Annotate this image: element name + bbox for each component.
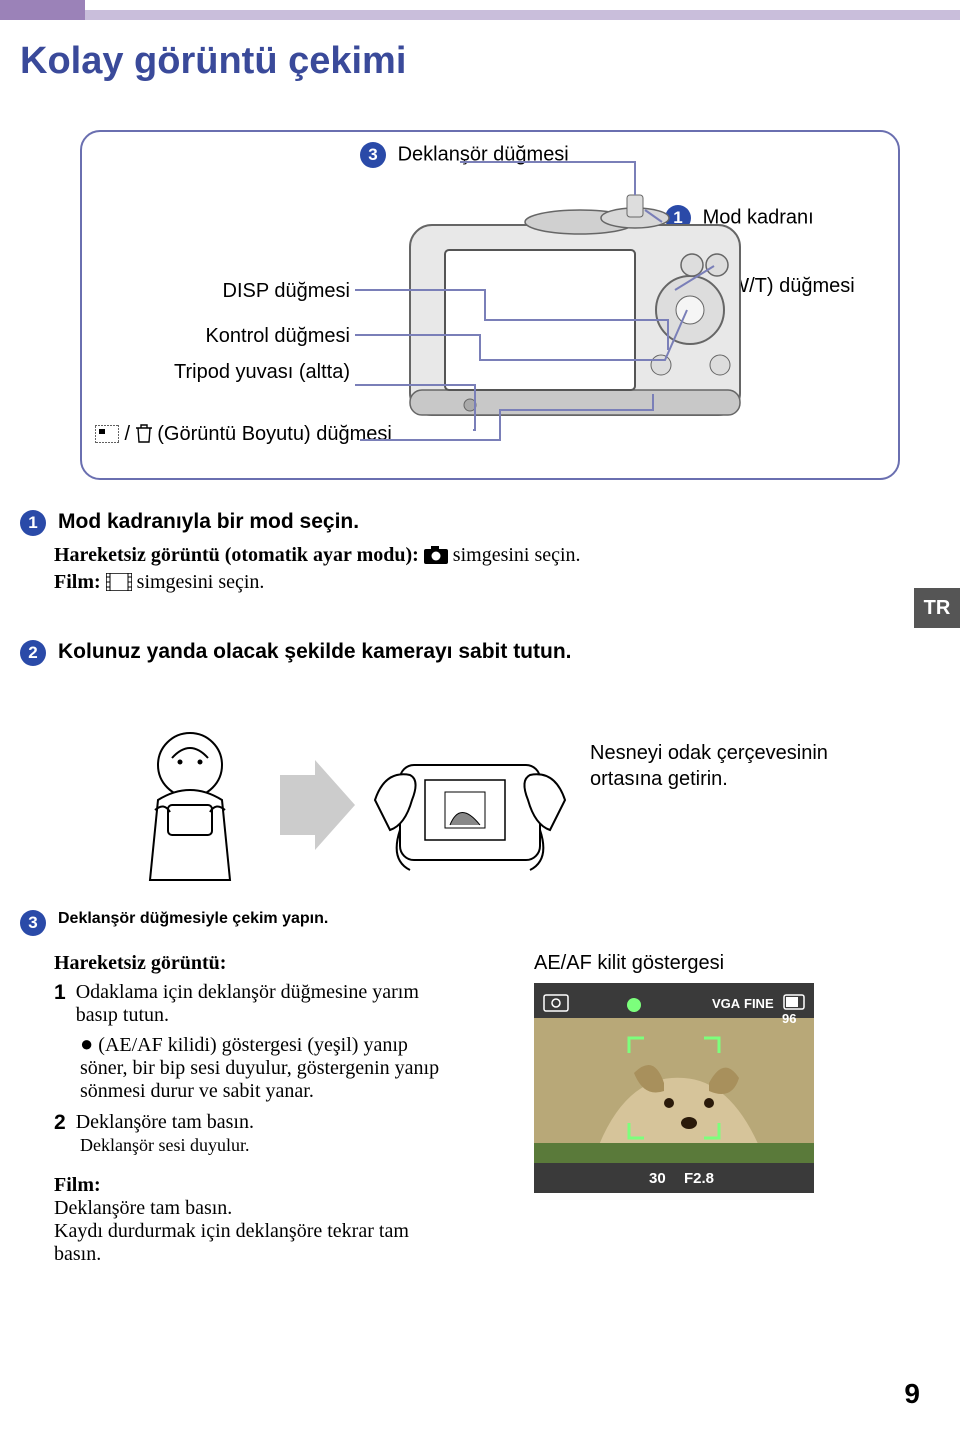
step-2: 2 Kolunuz yanda olacak şekilde kamerayı … bbox=[20, 640, 880, 666]
badge-2-step-icon: 2 bbox=[20, 640, 46, 666]
step-3-heading: Deklanşör düğmesiyle çekim yapın. bbox=[58, 910, 328, 928]
lcd-shutter: 30 bbox=[649, 1170, 666, 1187]
lcd-aperture: F2.8 bbox=[684, 1170, 714, 1187]
step-3: 3 Deklanşör düğmesiyle çekim yapın. Hare… bbox=[20, 910, 900, 1266]
step-1-line-a: Hareketsiz görüntü (otomatik ayar modu):… bbox=[54, 542, 880, 569]
still-label: Hareketsiz görüntü: bbox=[54, 952, 226, 974]
substep-2-text: Deklanşöre tam basın. bbox=[76, 1111, 254, 1135]
bullet-dot-icon: ● bbox=[80, 1031, 93, 1056]
film-mode-icon bbox=[106, 573, 132, 591]
substep-1-note-text: (AE/AF kilidi) göstergesi (yeşil) yanıp … bbox=[80, 1034, 439, 1102]
step-1-line-b-suffix: simgesini seçin. bbox=[137, 571, 265, 593]
step-2-heading: Kolunuz yanda olacak şekilde kamerayı sa… bbox=[58, 640, 572, 664]
step-1: 1 Mod kadranıyla bir mod seçin. Harekets… bbox=[20, 510, 880, 596]
top-bar-dark bbox=[0, 0, 85, 20]
film-label: Film: bbox=[54, 1174, 101, 1196]
badge-1-step-icon: 1 bbox=[20, 510, 46, 536]
aeaf-label: AE/AF kilit göstergesi bbox=[534, 952, 874, 975]
badge-3-step-icon: 3 bbox=[20, 910, 46, 936]
page-number: 9 bbox=[904, 1378, 920, 1410]
focus-instruction: Nesneyi odak çerçevesinin ortasına getir… bbox=[590, 740, 850, 792]
substep-2-num: 2 bbox=[54, 1111, 66, 1135]
film-line-1: Deklanşöre tam basın. bbox=[54, 1197, 454, 1220]
substep-1-text: Odaklama için deklanşör düğmesine yarım … bbox=[76, 981, 454, 1027]
holding-illustration bbox=[120, 720, 580, 890]
camera-mode-icon bbox=[424, 546, 448, 564]
step-1-line-a-suffix: simgesini seçin. bbox=[453, 544, 581, 566]
substep-2-note: Deklanşör sesi duyulur. bbox=[80, 1135, 454, 1156]
leader-lines bbox=[80, 130, 900, 480]
lcd-preview: VGA FINE 96 30 F2.8 bbox=[534, 983, 814, 1193]
language-tab: TR bbox=[914, 588, 960, 628]
step-1-line-a-prefix: Hareketsiz görüntü (otomatik ayar modu): bbox=[54, 544, 419, 566]
substep-1-num: 1 bbox=[54, 981, 66, 1027]
step-1-heading: Mod kadranıyla bir mod seçin. bbox=[58, 510, 359, 534]
step-1-line-b: Film: simgesini seçin. bbox=[54, 569, 880, 596]
top-bar-light bbox=[0, 10, 960, 20]
lcd-count: 96 bbox=[782, 1011, 796, 1026]
substep-1-note: ● (AE/AF kilidi) göstergesi (yeşil) yanı… bbox=[80, 1031, 454, 1103]
lcd-vga: VGA bbox=[712, 996, 741, 1011]
page-title: Kolay görüntü çekimi bbox=[20, 40, 406, 83]
film-line-2: Kaydı durdurmak için deklanşöre tekrar t… bbox=[54, 1220, 454, 1266]
lcd-fine: FINE bbox=[744, 996, 774, 1011]
step-1-line-b-prefix: Film: bbox=[54, 571, 101, 593]
